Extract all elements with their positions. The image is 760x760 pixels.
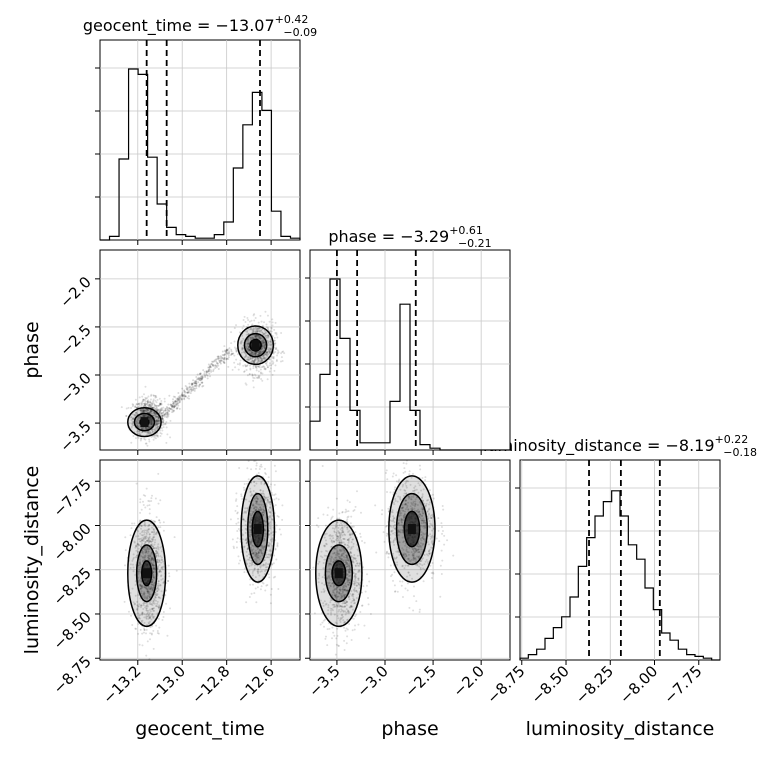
ticklabel-x-phase: −2.5	[401, 662, 439, 700]
histogram-geocent_time	[100, 68, 301, 241]
title-luminosity_distance-median: −8.19	[665, 436, 714, 455]
xlabel-phase: phase	[381, 718, 438, 740]
density-peak-1	[253, 524, 262, 535]
hist-panel-luminosity_distance: −8.75 −8.50 −8.25 −8.00 −7.75	[483, 459, 721, 707]
title-phase-text: phase =	[328, 227, 400, 246]
scatter-panel-luminosity_distance-vs-phase: −3.5 −3.0 −2.5 −2.0	[305, 459, 511, 701]
ticklabel-x-geocent_time: −12.8	[188, 662, 233, 707]
ticklabel-x-luminosity_distance: −8.25	[572, 662, 617, 707]
ticklabel-y-luminosity_distance: −8.75	[50, 652, 95, 697]
density-peak-0	[142, 568, 151, 579]
ticklabel-x-luminosity_distance: −8.75	[483, 662, 528, 707]
title-phase-minus: −0.21	[458, 237, 492, 250]
hist-panel-geocent_time	[95, 39, 301, 245]
samples-phase-vs-geocent_time	[120, 310, 286, 450]
ticklabel-y-phase: −2.5	[56, 321, 94, 359]
ticklabel-y-phase: −3.5	[56, 417, 94, 455]
ticklabel-x-phase: −3.5	[305, 662, 343, 700]
ticklabel-y-luminosity_distance: −8.00	[50, 520, 95, 565]
hist-panel-phase	[305, 249, 511, 455]
title-geocent_time-median: −13.07	[215, 16, 274, 35]
ticklabel-x-luminosity_distance: −8.50	[528, 662, 573, 707]
hist-panel-geocent_time-frame	[99, 39, 301, 241]
scatter-panel-luminosity_distance-vs-geocent_time-frame	[99, 459, 301, 661]
density-peak-0	[140, 417, 149, 428]
title-luminosity_distance-plus: +0.22	[715, 433, 749, 446]
histogram-phase	[309, 278, 510, 451]
ylabel-luminosity_distance: luminosity_distance	[21, 466, 43, 655]
ticklabel-x-geocent_time: −13.0	[144, 662, 189, 707]
title-geocent_time: geocent_time = −13.07+0.42 −0.09	[83, 13, 317, 39]
density-peak-1	[251, 340, 260, 351]
hist-panel-phase-frame	[309, 249, 511, 451]
title-phase-median: −3.29	[400, 227, 449, 246]
ticklabel-x-luminosity_distance: −8.00	[616, 662, 661, 707]
title-geocent_time-text: geocent_time =	[83, 16, 216, 36]
ticklabel-y-luminosity_distance: −8.25	[50, 564, 95, 609]
density-peak-1	[407, 524, 416, 535]
title-geocent_time-plus: +0.42	[275, 13, 309, 26]
title-phase-plus: +0.61	[449, 224, 483, 237]
ticklabel-x-geocent_time: −13.2	[99, 662, 144, 707]
ticklabel-y-phase: −3.0	[56, 369, 94, 407]
ticklabel-y-luminosity_distance: −7.75	[50, 475, 95, 520]
ticklabel-x-luminosity_distance: −7.75	[660, 662, 705, 707]
title-luminosity_distance: luminosity_distance = −8.19+0.22 −0.18	[483, 433, 757, 459]
density-peak-0	[334, 568, 343, 579]
scatter-panel-luminosity_distance-vs-geocent_time: −13.2 −13.0 −12.8 −12.6 −8.75−8.50−8.25−8.00…	[50, 459, 301, 707]
title-phase: phase = −3.29+0.61 −0.21	[328, 224, 491, 250]
ylabel-phase: phase	[21, 321, 43, 378]
scatter-panel-phase-vs-geocent_time: −3.5 −3.0 −2.5 −2.0	[56, 249, 301, 456]
xlabel-luminosity_distance: luminosity_distance	[526, 718, 715, 740]
title-geocent_time-minus: −0.09	[283, 26, 317, 39]
xlabel-geocent_time: geocent_time	[135, 718, 264, 740]
title-luminosity_distance-minus: −0.18	[723, 446, 757, 459]
title-luminosity_distance-text: luminosity_distance =	[483, 436, 665, 456]
ticklabel-y-luminosity_distance: −8.50	[50, 608, 95, 653]
ticklabel-y-phase: −2.0	[56, 273, 94, 311]
ticklabel-x-geocent_time: −12.6	[233, 662, 278, 707]
scatter-panel-phase-vs-geocent_time-frame	[99, 249, 301, 451]
ticklabel-x-phase: −3.0	[353, 662, 391, 700]
